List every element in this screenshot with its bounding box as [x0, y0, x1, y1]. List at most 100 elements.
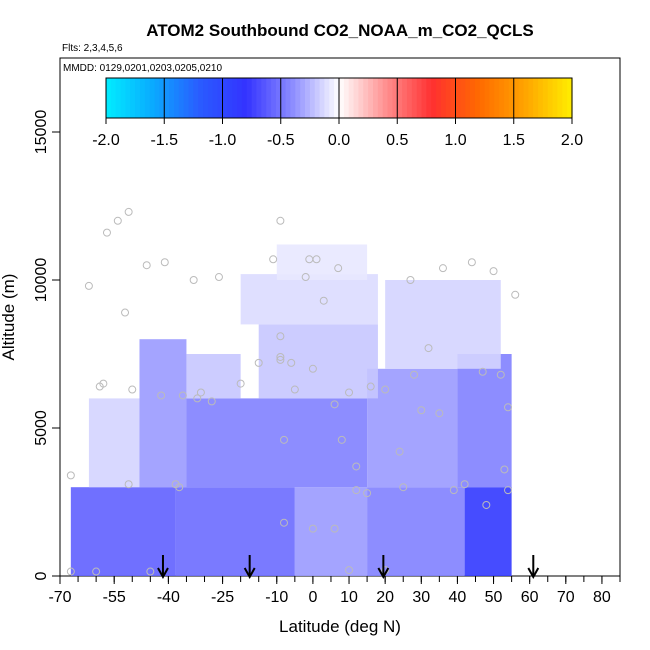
colorbar-segment — [363, 78, 369, 118]
co2-difference-field — [70, 244, 512, 576]
colorbar-segment — [305, 78, 311, 118]
colorbar-segment — [207, 78, 214, 118]
x-tick-label: 50 — [485, 589, 503, 606]
observation-point — [254, 358, 263, 367]
x-tick-label: 20 — [376, 589, 394, 606]
observation-point — [92, 567, 101, 576]
colorbar-segment — [319, 78, 326, 118]
profile-arrow-head — [243, 567, 256, 580]
colorbar-segment — [538, 78, 544, 118]
colorbar-segment — [377, 78, 384, 118]
observation-point — [308, 364, 317, 373]
observation-point — [438, 264, 447, 273]
colorbar-segment — [416, 78, 423, 118]
colorbar-segment — [518, 78, 525, 118]
observation-point — [435, 409, 444, 418]
colorbar-segment — [445, 78, 452, 118]
observation-point — [193, 394, 202, 403]
observation-point — [345, 566, 354, 575]
colorbar-segment — [173, 78, 180, 118]
colorbar-segment — [241, 78, 248, 118]
x-tick-label: -40 — [157, 589, 180, 606]
colorbar-segment — [120, 78, 127, 118]
colorbar-segment — [421, 78, 427, 118]
observation-point — [504, 486, 512, 495]
colorbar-segment — [348, 78, 355, 118]
y-tick-label: 0 — [33, 571, 50, 580]
profile-arrow-head — [157, 567, 169, 580]
observation-point — [424, 344, 433, 353]
observation-point — [175, 483, 184, 492]
profile-arrow — [377, 555, 390, 580]
profile-arrow-head — [527, 567, 540, 580]
observation-point — [157, 391, 166, 400]
x-tick-label: 40 — [449, 589, 467, 606]
colorbar-segment — [198, 78, 204, 118]
colorbar-tick-label: 0.5 — [386, 132, 408, 149]
colorbar-tick-label: 2.0 — [561, 132, 583, 149]
colorbar-segment — [513, 78, 520, 118]
colorbar-segment — [149, 78, 156, 118]
colorbar-segment — [251, 78, 258, 118]
field-cell — [240, 274, 378, 325]
colorbar-segment — [261, 78, 267, 118]
colorbar-segment — [499, 78, 505, 118]
field-cell — [464, 487, 512, 576]
colorbar-segment — [314, 78, 321, 118]
colorbar-segment — [266, 78, 272, 118]
observation-points — [66, 207, 520, 576]
observation-point — [330, 400, 339, 409]
colorbar-segment — [402, 78, 408, 118]
colorbar: -2.0 -1.5 -1.0 -0.5 0.0 0.5 1.0 1.5 2.0 — [92, 77, 583, 149]
colorbar-segment — [193, 78, 199, 118]
colorbar-segment — [295, 78, 301, 118]
colorbar-segment — [135, 78, 141, 118]
colorbar-segment — [436, 78, 442, 118]
flights-note: Flts: 2,3,4,5,6 — [62, 43, 123, 54]
x-tick-label: -25 — [211, 589, 234, 606]
field-cell — [276, 244, 368, 280]
observation-point — [308, 524, 317, 533]
observation-point — [290, 385, 299, 394]
colorbar-segment — [164, 78, 170, 118]
colorbar-segment — [397, 78, 403, 118]
colorbar-tick-label: 1.0 — [444, 132, 466, 149]
observation-point — [395, 447, 404, 456]
x-tick-label: 70 — [557, 589, 575, 606]
field-cell — [186, 354, 241, 399]
colorbar-segment — [426, 78, 432, 118]
colorbar-segment — [465, 78, 471, 118]
field-cell — [88, 398, 140, 488]
observation-point — [276, 216, 285, 225]
colorbar-segment — [353, 78, 360, 118]
field-cell — [258, 324, 378, 399]
colorbar-segment — [542, 78, 549, 118]
observation-point — [334, 264, 343, 273]
colorbar-segment — [470, 78, 476, 118]
observation-point — [280, 435, 288, 444]
observation-point — [410, 370, 419, 379]
observation-point — [330, 524, 339, 533]
colorbar-tick-label: -1.5 — [150, 132, 178, 149]
x-axis-label: Latitude (deg N) — [279, 617, 401, 636]
observation-point — [366, 382, 375, 391]
colorbar-tick-label: -2.0 — [92, 132, 120, 149]
observation-point — [381, 385, 390, 394]
observation-point — [280, 518, 288, 527]
colorbar-segment — [183, 78, 190, 118]
observation-point — [146, 567, 155, 576]
colorbar-segment — [523, 78, 529, 118]
observation-point — [84, 281, 93, 290]
observation-point — [301, 273, 310, 282]
colorbar-segment — [329, 78, 335, 118]
observation-point — [460, 480, 469, 489]
colorbar-segment — [300, 78, 306, 118]
colorbar-segment — [339, 78, 345, 118]
y-tick-label: 10000 — [33, 258, 50, 303]
colorbar-segment — [280, 78, 287, 118]
observation-point — [269, 255, 278, 264]
x-tick-label: -10 — [265, 589, 288, 606]
observation-point — [113, 216, 122, 225]
field-cell — [139, 339, 187, 488]
